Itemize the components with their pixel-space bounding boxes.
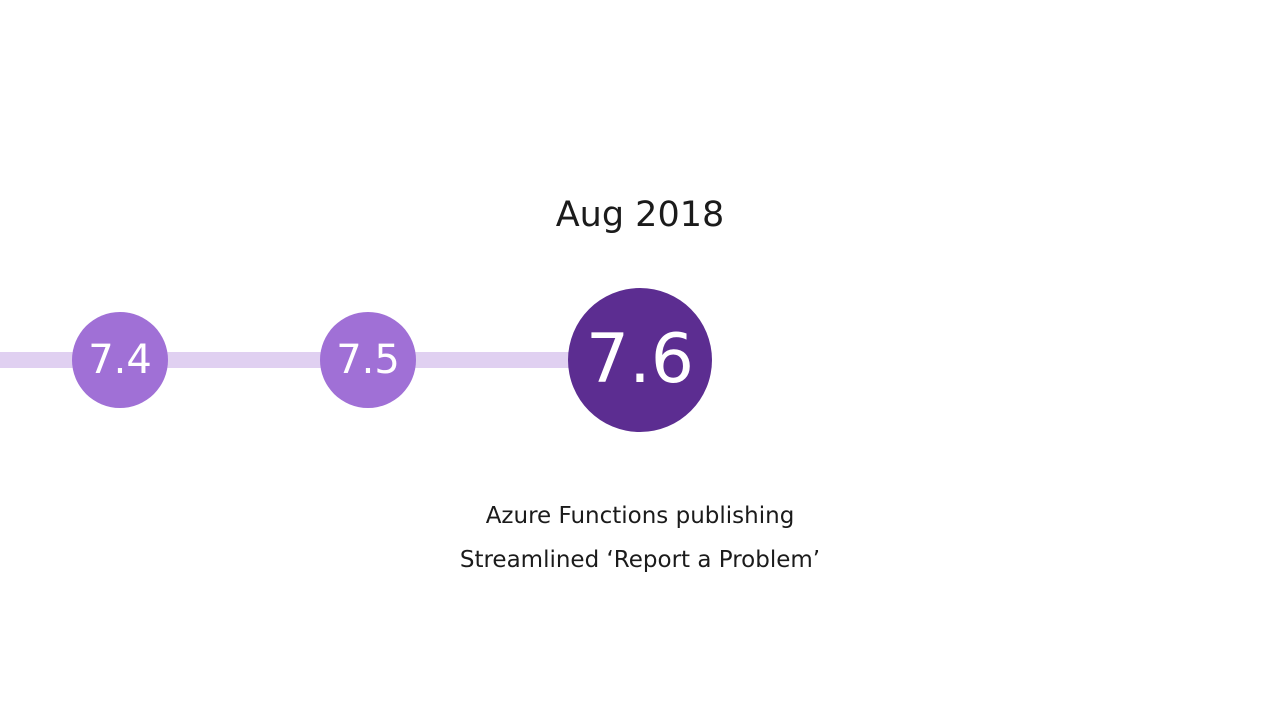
- feature-item: Azure Functions publishing: [485, 503, 795, 529]
- version-node-7-5: 7.5: [320, 312, 416, 408]
- version-label: 7.5: [336, 337, 400, 383]
- version-label: 7.4: [88, 337, 152, 383]
- version-node-7-6-current: 7.6: [568, 288, 712, 432]
- feature-list: Azure Functions publishing Streamlined ‘…: [0, 498, 1280, 586]
- version-node-7-4: 7.4: [72, 312, 168, 408]
- feature-item: Streamlined ‘Report a Problem’: [459, 547, 821, 573]
- current-version-label: 7.6: [585, 320, 695, 399]
- release-date-heading: Aug 2018: [555, 195, 725, 235]
